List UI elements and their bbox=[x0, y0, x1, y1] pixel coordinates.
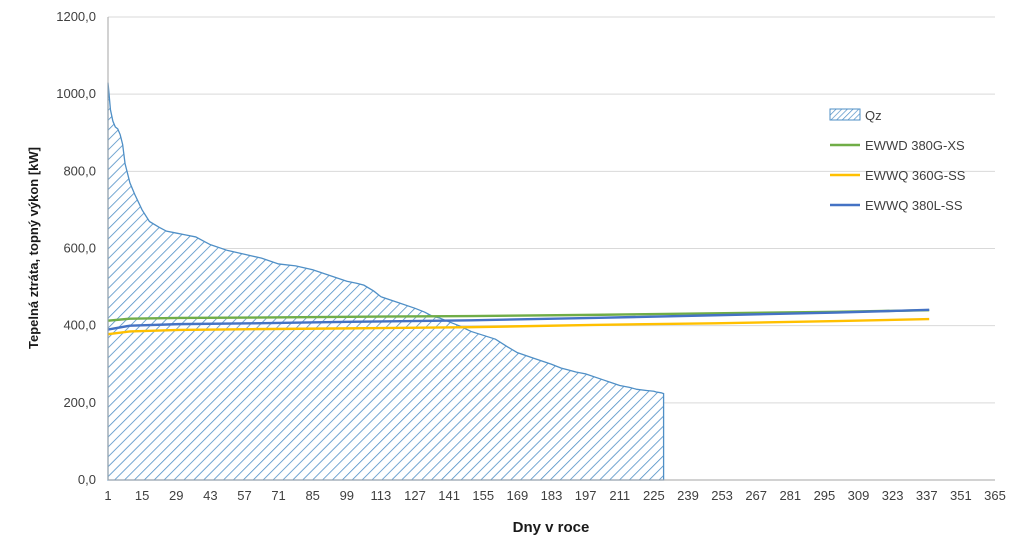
x-tick-label-21: 295 bbox=[814, 488, 836, 503]
x-tick-label-3: 43 bbox=[203, 488, 217, 503]
legend-label-ewwq-380l-ss: EWWQ 380L-SS bbox=[865, 198, 963, 213]
x-tick-label-14: 197 bbox=[575, 488, 597, 503]
series-lines bbox=[107, 308, 930, 336]
legend: Qz EWWD 380G-XS EWWQ 360G-SS EWWQ 380L-SS bbox=[829, 108, 966, 213]
axes bbox=[107, 17, 995, 481]
x-tick-label-24: 337 bbox=[916, 488, 938, 503]
y-tick-label-2: 400,0 bbox=[63, 318, 96, 333]
series-line-ewwd-380g-xs bbox=[107, 309, 930, 322]
x-tick-label-16: 225 bbox=[643, 488, 665, 503]
x-tick-label-10: 141 bbox=[438, 488, 460, 503]
x-tick-label-4: 57 bbox=[237, 488, 251, 503]
x-tick-label-2: 29 bbox=[169, 488, 183, 503]
x-tick-label-26: 365 bbox=[984, 488, 1006, 503]
legend-label-ewwq-360g-ss: EWWQ 360G-SS bbox=[865, 168, 966, 183]
y-tick-label-6: 1200,0 bbox=[56, 9, 96, 24]
y-tick-label-3: 600,0 bbox=[63, 241, 96, 256]
x-tick-label-17: 239 bbox=[677, 488, 699, 503]
series-areas bbox=[107, 82, 665, 481]
x-tick-label-13: 183 bbox=[541, 488, 563, 503]
x-tick-label-5: 71 bbox=[271, 488, 285, 503]
y-tick-label-1: 200,0 bbox=[63, 395, 96, 410]
x-tick-label-9: 127 bbox=[404, 488, 426, 503]
y-axis-title: Tepelná ztráta, topný výkon [kW] bbox=[26, 147, 41, 349]
x-tick-label-23: 323 bbox=[882, 488, 904, 503]
x-tick-label-6: 85 bbox=[305, 488, 319, 503]
x-tick-label-0: 1 bbox=[104, 488, 111, 503]
series-line-ewwq-360g-ss bbox=[107, 317, 930, 336]
x-tick-label-20: 281 bbox=[779, 488, 801, 503]
series-area-qz bbox=[107, 82, 665, 481]
x-tick-label-1: 15 bbox=[135, 488, 149, 503]
x-tick-label-12: 169 bbox=[507, 488, 529, 503]
legend-swatch-qz bbox=[829, 108, 861, 121]
x-tick-label-8: 113 bbox=[371, 488, 392, 503]
x-tick-label-15: 211 bbox=[609, 488, 630, 503]
x-tick-label-7: 99 bbox=[340, 488, 354, 503]
x-tick-label-11: 155 bbox=[472, 488, 494, 503]
y-tick-label-4: 800,0 bbox=[63, 163, 96, 178]
y-tick-labels: 0,0 200,0 400,0 600,0 800,0 1000,0 1200,0 bbox=[56, 9, 96, 487]
x-tick-labels: 1 15 29 43 57 71 85 99 113 127 141 155 169 183 197 211 2… bbox=[104, 488, 1005, 503]
legend-label-ewwd-380g-xs: EWWD 380G-XS bbox=[865, 138, 965, 153]
y-tick-label-5: 1000,0 bbox=[56, 86, 96, 101]
y-tick-label-0: 0,0 bbox=[78, 472, 96, 487]
x-tick-label-19: 267 bbox=[745, 488, 767, 503]
x-tick-label-22: 309 bbox=[848, 488, 870, 503]
series-line-ewwq-380l-ss bbox=[107, 308, 930, 331]
legend-label-qz: Qz bbox=[865, 108, 882, 123]
x-axis-title: Dny v roce bbox=[513, 519, 590, 536]
x-tick-label-18: 253 bbox=[711, 488, 733, 503]
x-tick-label-25: 351 bbox=[950, 488, 972, 503]
